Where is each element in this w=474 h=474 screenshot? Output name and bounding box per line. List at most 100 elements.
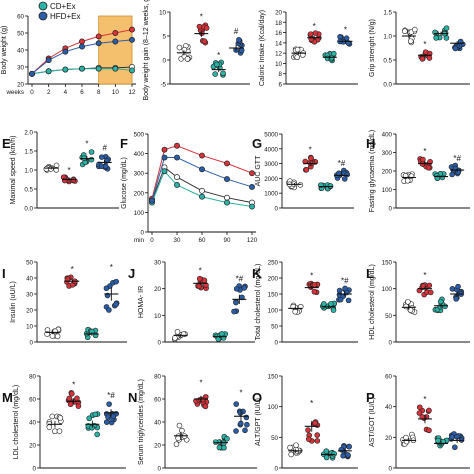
y-tick-label: 0 [30,340,34,347]
data-point [196,23,203,30]
data-point [297,182,304,188]
panel-5: 0 100 200 300 400 500 Glucose (mg/dL) F 0 30 60 90 1… [120,132,258,245]
series-line-hfd-ex [151,157,253,201]
data-point [88,149,95,155]
x-tick-label: 30 [174,237,181,244]
y-tick-label: 0 [389,466,393,473]
data-point [224,194,230,201]
data-point [74,395,80,402]
data-point [419,56,426,62]
data-point [201,38,208,44]
data-point [95,40,102,47]
y-tick-label: -5 [160,82,166,89]
data-point [174,174,180,181]
y-tick-label: 2000 [264,176,278,183]
x-tick-label: 0 [30,89,34,96]
y-tick-label: 20 [275,10,282,17]
panel-4: 0.0 0.5 1.0 1.5 2.0 Maximal speed (km/h)E * * # [2,130,119,213]
y-tick-label: 250 [268,260,279,267]
data-point [112,38,119,45]
y-axis-label: Insulin (uU/L) [10,281,17,323]
y-axis-label: AST/GOT (IU/L) [369,397,376,447]
data-point [199,166,205,173]
data-point [52,428,58,435]
legend-marker-hfd-ex [38,11,48,21]
data-point [337,296,344,303]
y-tick-label: 50 [271,324,278,331]
data-point [161,154,168,161]
data-point [52,328,58,335]
y-tick-label: 20 [17,82,24,89]
y-axis-label: Grip strenght (N/g) [369,19,376,77]
y-tick-label: 0 [163,58,167,65]
data-point [173,441,180,448]
significance-mark: *# [236,274,244,283]
y-tick-label: 1.5 [383,10,392,17]
y-tick-label: 0 [158,340,162,347]
data-point [312,30,319,36]
significance-mark: * [423,395,426,404]
y-tick-label: 0 [275,340,279,347]
data-point [61,177,68,184]
y-tick-label: 0.5 [383,58,392,65]
y-tick-label: 100 [268,308,279,315]
data-point [161,146,168,153]
data-point [29,70,35,77]
data-point [86,415,92,422]
x-tick-label: 8 [97,89,101,96]
y-tick-label: 2.0 [24,130,33,137]
significance-mark: * [239,388,242,397]
data-point [106,307,112,313]
panel-9: 0 10 20 30 HOMA- IRJ * *# [128,260,255,347]
data-point [113,301,119,308]
data-point [67,401,74,408]
data-point [49,333,56,339]
data-point [420,156,426,163]
data-point [404,177,411,184]
data-point [196,275,203,282]
y-tick-label: 1.5 [24,149,33,156]
data-point [293,442,299,449]
y-tick-label: 10 [26,324,33,331]
data-point [54,333,61,340]
y-tick-label: 8 [279,71,283,78]
y-tick-label: 4000 [264,146,278,153]
data-point [203,25,210,31]
y-tick-label: 12 [275,51,282,58]
data-point [112,65,119,72]
legend-label-cd-ex: CD+Ex [50,2,76,11]
y-tick-label: 100 [382,286,393,293]
y-tick-label: 100 [134,210,145,217]
data-point [95,65,102,72]
legend-label-hfd-ex: HFD+Ex [50,12,80,21]
panel-1: -5 0 5 10 Body weight gain (8–12 weeks, g) * *… [143,0,250,101]
data-point [161,168,168,175]
data-point [49,413,56,420]
y-tick-label: 0 [389,340,393,347]
significance-mark: * [423,40,426,49]
data-point [449,171,455,178]
significance-mark: *# [453,154,461,163]
y-tick-label: 30 [154,260,161,267]
panel-10: 0 50 100 150 200 250 Total cholesterol (mg/dL)… [252,260,358,347]
data-point [416,410,423,416]
data-point [311,281,318,288]
data-point [94,431,100,438]
data-point [452,45,459,52]
x-axis-label: weeks [5,89,24,96]
y-tick-label: 300 [134,171,145,178]
significance-mark: * [344,25,347,34]
y-tick-label: 50 [17,31,24,38]
data-point [174,329,181,335]
data-point [407,38,414,45]
y-tick-label: 150 [382,260,393,267]
panel-11: 0 50 100 150 HDL cholesterol (mg/dL)L * [366,260,470,347]
y-axis-label: Body weight (g) [1,26,8,75]
y-tick-label: 5000 [264,132,278,139]
data-point [449,434,455,440]
data-point [452,444,458,451]
data-point [241,285,247,291]
data-point [106,401,112,407]
data-point [224,199,230,206]
panel-6: 0 1000 2000 3000 4000 5000 AUC GTT G * *# [252,132,354,213]
